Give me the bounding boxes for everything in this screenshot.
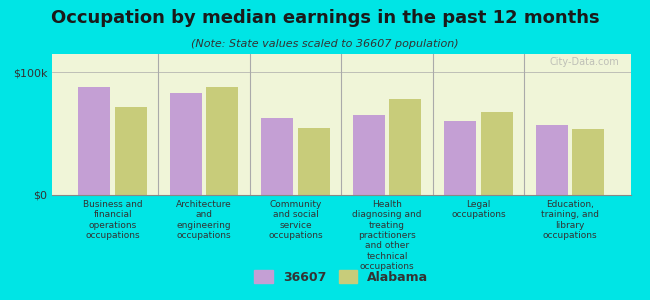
Bar: [536, 125, 567, 195]
Bar: [389, 99, 421, 195]
Bar: [78, 87, 111, 195]
Bar: [261, 118, 293, 195]
Legend: 36607, Alabama: 36607, Alabama: [248, 264, 435, 290]
Bar: [444, 122, 476, 195]
Bar: [353, 115, 385, 195]
Bar: [206, 87, 239, 195]
Text: (Note: State values scaled to 36607 population): (Note: State values scaled to 36607 popu…: [191, 39, 459, 49]
Bar: [298, 128, 330, 195]
Text: City-Data.com: City-Data.com: [549, 57, 619, 67]
Bar: [481, 112, 513, 195]
Text: Occupation by median earnings in the past 12 months: Occupation by median earnings in the pas…: [51, 9, 599, 27]
Bar: [572, 129, 604, 195]
Bar: [115, 107, 147, 195]
Bar: [170, 93, 202, 195]
